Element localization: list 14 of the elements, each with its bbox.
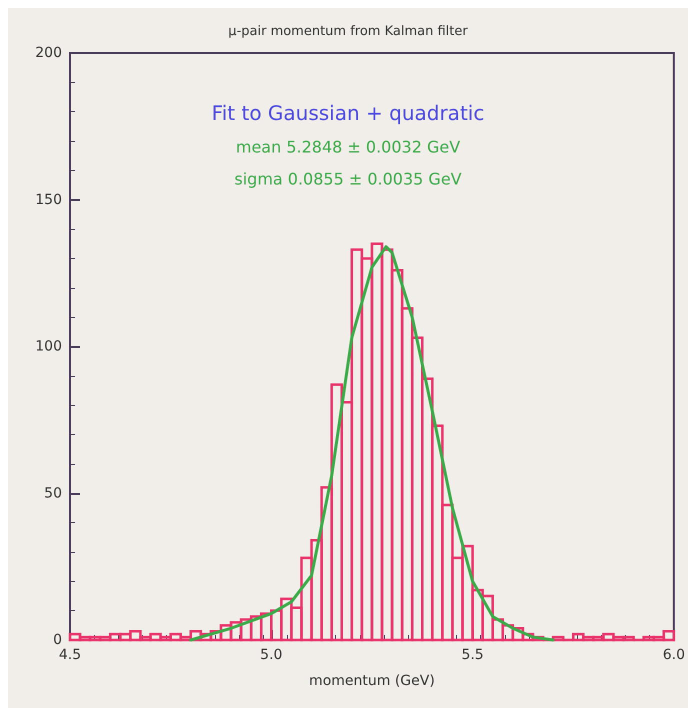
y-tick-label: 150 [35,192,62,208]
x-tick-label: 5.5 [461,647,484,663]
y-tick-label: 50 [44,485,62,502]
annotation: Fit to Gaussian + quadratic [212,101,484,125]
x-axis-title: momentum (GeV) [309,673,435,689]
x-tick-label: 5.0 [260,647,282,663]
annotation: mean 5.2848 ± 0.0032 GeV [236,138,460,156]
x-tick-label: 6.0 [662,647,685,663]
x-tick-label: 4.5 [58,647,82,663]
y-tick-label: 100 [35,338,62,354]
y-tick-label: 0 [53,632,62,648]
chart-title: μ-pair momentum from Kalman filter [228,24,468,39]
y-tick-label: 200 [35,45,62,61]
annotation: sigma 0.0855 ± 0.0035 GeV [234,170,462,188]
